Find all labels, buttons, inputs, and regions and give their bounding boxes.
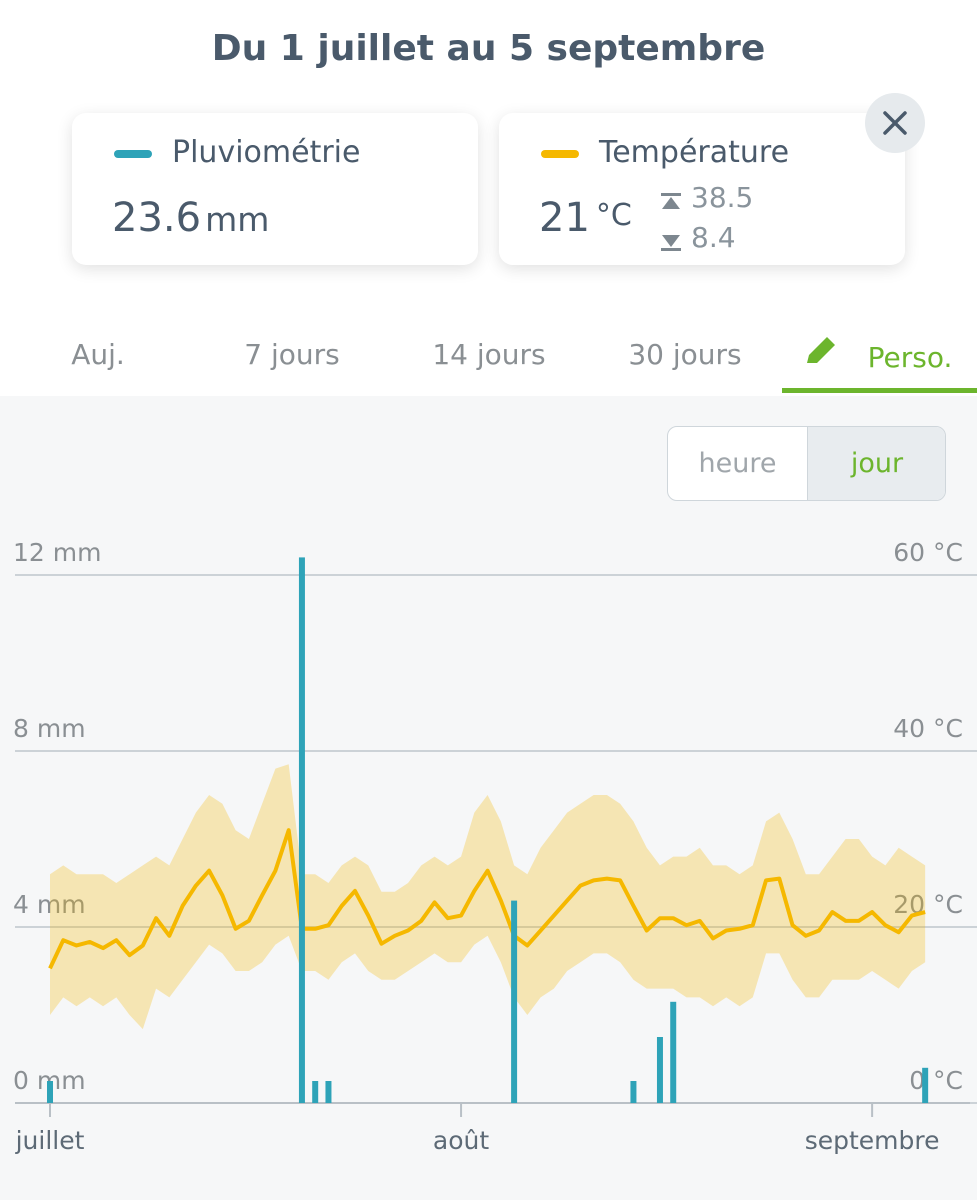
y2-tick-label: 20 °C (893, 890, 963, 919)
close-button[interactable] (865, 93, 925, 153)
legend-swatch (114, 150, 152, 158)
rain-total: 23.6 mm (112, 195, 269, 241)
y-tick-label: 8 mm (13, 714, 86, 743)
legend-swatch (541, 150, 579, 158)
tab[interactable]: Auj. (71, 338, 125, 371)
rain-card: Pluviométrie 23.6 mm (72, 113, 478, 265)
temp-line (48, 828, 926, 970)
x-tick-label: septembre (805, 1126, 940, 1155)
rain-bar (630, 1081, 637, 1103)
rain-bar (47, 1081, 53, 1103)
temp-max: 38.5 (691, 181, 754, 214)
title: Du 1 juillet au 5 septembre (211, 28, 766, 69)
tab[interactable]: 14 jours (432, 338, 546, 371)
close-icon (883, 111, 907, 135)
y2-tick-label: 60 °C (893, 538, 963, 567)
temp-avg: 21 °C (539, 195, 632, 241)
rain-bar (312, 1081, 319, 1103)
toggle-option-active[interactable]: jour (807, 427, 945, 500)
toggle-option[interactable]: heure (698, 448, 777, 479)
toggle: heure jour (667, 426, 946, 501)
temp-range (50, 764, 926, 1030)
x-tick-label: juillet (15, 1126, 85, 1155)
y2-tick-label: 0 °C (909, 1066, 963, 1095)
rain-bar (670, 1001, 677, 1103)
x-tick-label: août (433, 1126, 489, 1155)
rain-bar (922, 1067, 929, 1103)
tab-active[interactable]: Perso. (867, 341, 953, 374)
temp-unit: °C (595, 198, 632, 233)
y2-tick-label: 40 °C (893, 714, 963, 743)
rain-value: 23.6 (112, 195, 202, 241)
y-tick-label: 4 mm (13, 890, 86, 919)
temp-card: Température 21 °C 38.5 8.4 (499, 113, 905, 265)
tab[interactable]: 7 jours (244, 338, 340, 371)
rain-bar (511, 900, 518, 1103)
rain-bar (298, 557, 305, 1103)
legend-label: Température (599, 135, 790, 170)
chart-panel (0, 396, 977, 1200)
temp-value: 21 (539, 195, 590, 241)
tab[interactable]: 30 jours (628, 338, 742, 371)
temp-min: 8.4 (691, 221, 736, 254)
rain-bar (325, 1081, 332, 1103)
legend-label: Pluviométrie (172, 135, 361, 170)
rain-bar (656, 1037, 663, 1103)
minmax-icons (661, 193, 681, 251)
rain-unit: mm (205, 200, 270, 239)
tab-underline (782, 388, 977, 393)
pencil-icon (807, 337, 835, 363)
y-tick-label: 12 mm (13, 538, 101, 567)
